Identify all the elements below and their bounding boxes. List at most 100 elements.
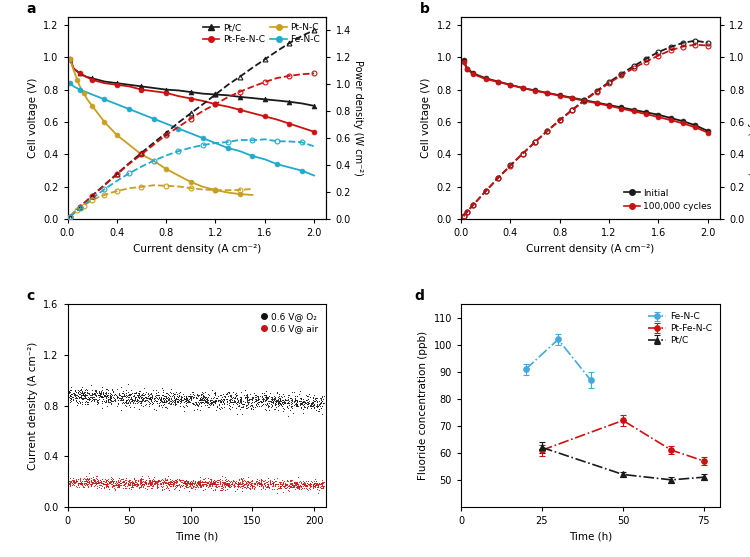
Point [317,483,329,492]
Point [230,403,242,412]
Point [76,476,88,485]
Point [104,395,116,404]
Point [197,393,209,402]
Point [212,478,224,487]
Point [297,482,309,491]
Point [181,397,193,406]
Point [310,476,322,485]
Point [144,476,156,485]
Point [168,485,180,494]
Point [173,394,185,403]
Point [106,483,118,492]
Point [303,389,315,398]
Point [217,397,229,405]
Point [64,392,76,401]
Point [262,402,274,411]
Point [262,477,274,486]
Point [228,397,240,405]
Point [316,483,328,492]
Point [73,478,85,487]
Point [208,396,220,405]
Point [162,395,174,404]
Point [259,485,271,494]
Point [160,392,172,401]
Point [150,385,162,394]
Point [187,483,199,492]
Point [232,478,244,487]
Point [311,482,323,491]
Point [220,400,232,409]
Point [176,395,188,404]
Point [224,402,236,411]
Point [78,390,90,399]
Point [304,396,316,405]
Point [161,480,173,488]
Point [178,476,190,485]
Point [96,403,108,412]
Point [232,480,244,488]
Point [208,393,220,402]
Point [257,483,269,492]
Point [225,479,237,488]
Point [136,392,148,401]
Point [137,481,149,490]
Point [272,481,284,490]
Point [164,482,176,491]
Point [298,479,310,488]
Point [64,390,76,399]
Point [146,481,158,490]
Point [70,476,82,485]
Point [217,398,229,407]
Point [280,480,292,488]
Point [86,477,98,486]
Point [261,480,273,488]
Point [200,398,211,407]
Point [64,481,76,490]
Point [310,480,322,488]
Point [174,481,186,490]
Point [286,482,298,491]
Point [171,481,183,490]
Point [99,474,111,483]
Point [101,395,113,404]
Point [167,481,179,490]
Point [117,477,129,486]
Point [74,479,86,488]
Point [158,485,170,494]
Point [140,394,152,403]
Point [142,478,154,487]
Point [134,387,146,395]
Point [98,480,110,488]
Point [236,477,248,486]
Point [95,393,107,402]
Point [314,480,326,489]
Point [126,479,138,488]
Point [137,390,149,399]
Point [176,478,188,487]
Point [101,481,113,490]
Point [284,476,296,485]
Point [307,394,319,403]
Point [160,397,172,405]
Point [92,395,104,404]
Point [105,479,117,488]
Point [199,485,211,494]
Point [90,479,102,488]
Point [194,405,206,414]
Point [94,480,106,489]
Point [196,398,208,407]
Point [151,399,163,408]
Point [167,399,179,408]
Point [308,484,320,493]
Point [310,393,322,402]
Point [213,404,225,413]
Point [194,393,206,402]
Point [289,397,301,405]
Point [202,482,214,491]
Point [130,480,142,488]
Point [242,477,254,486]
Point [235,396,247,405]
Point [244,478,256,487]
Point [292,483,304,492]
Point [307,396,319,405]
